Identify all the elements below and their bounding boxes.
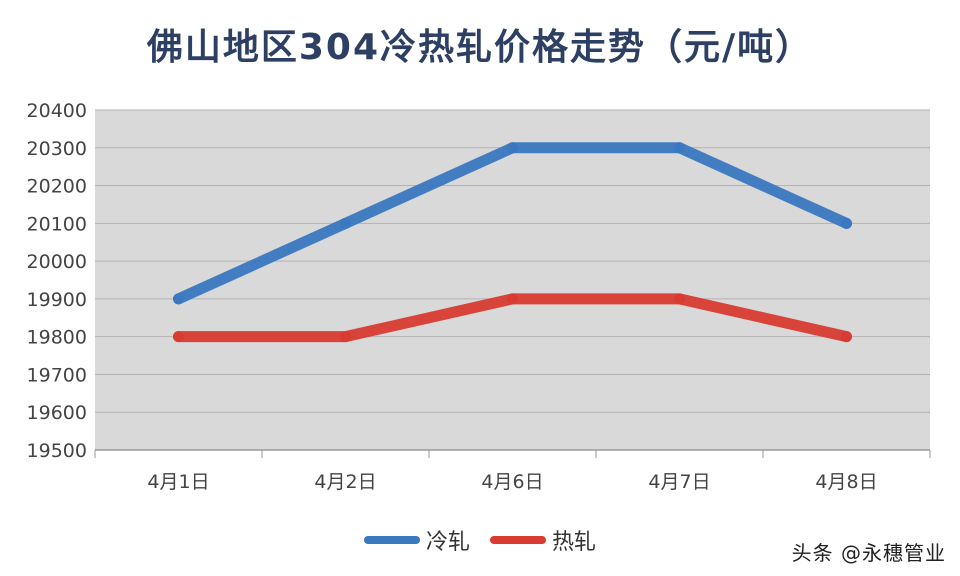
legend-label-series-2: 热轧: [552, 530, 597, 555]
y-tick-label: 19800: [27, 327, 87, 349]
x-tick-label: 4月1日: [147, 471, 209, 493]
y-tick-label: 20100: [27, 213, 87, 235]
y-tick-label: 20200: [27, 176, 87, 198]
data-point-series-2: [507, 293, 518, 305]
chart-title: 佛山地区304冷热轧价格走势（元/吨）: [146, 27, 814, 68]
y-tick-label: 20400: [27, 100, 87, 122]
data-point-series-1: [674, 142, 685, 154]
x-tick-label: 4月6日: [481, 471, 543, 493]
y-tick-label: 20000: [27, 251, 87, 273]
data-point-series-1: [841, 217, 852, 229]
y-tick-label: 19500: [27, 440, 87, 462]
legend-swatch-series-2: [490, 536, 546, 544]
legend-item-series-1: 冷轧: [363, 524, 470, 556]
x-tick-label: 4月7日: [648, 471, 710, 493]
legend-item-series-2: 热轧: [490, 524, 596, 556]
data-point-series-1: [340, 217, 351, 229]
legend-swatch-series-1: [363, 536, 420, 544]
data-point-series-2: [173, 331, 184, 343]
y-tick-label: 19700: [27, 364, 87, 386]
x-tick-label: 4月2日: [314, 471, 376, 493]
data-point-series-2: [674, 293, 685, 305]
data-point-series-2: [340, 331, 351, 343]
y-tick-label: 19600: [27, 402, 87, 424]
data-point-series-1: [173, 293, 184, 305]
y-tick-label: 19900: [27, 289, 87, 311]
plot-area: [95, 110, 930, 450]
data-point-series-1: [507, 142, 518, 154]
legend-label-series-1: 冷轧: [425, 530, 470, 555]
watermark: 头条 @永穗管业: [791, 541, 946, 565]
x-tick-label: 4月8日: [815, 471, 877, 493]
y-tick-label: 20300: [27, 138, 87, 160]
chart-legend: 冷轧 热轧: [0, 524, 960, 556]
data-point-series-2: [841, 331, 852, 343]
